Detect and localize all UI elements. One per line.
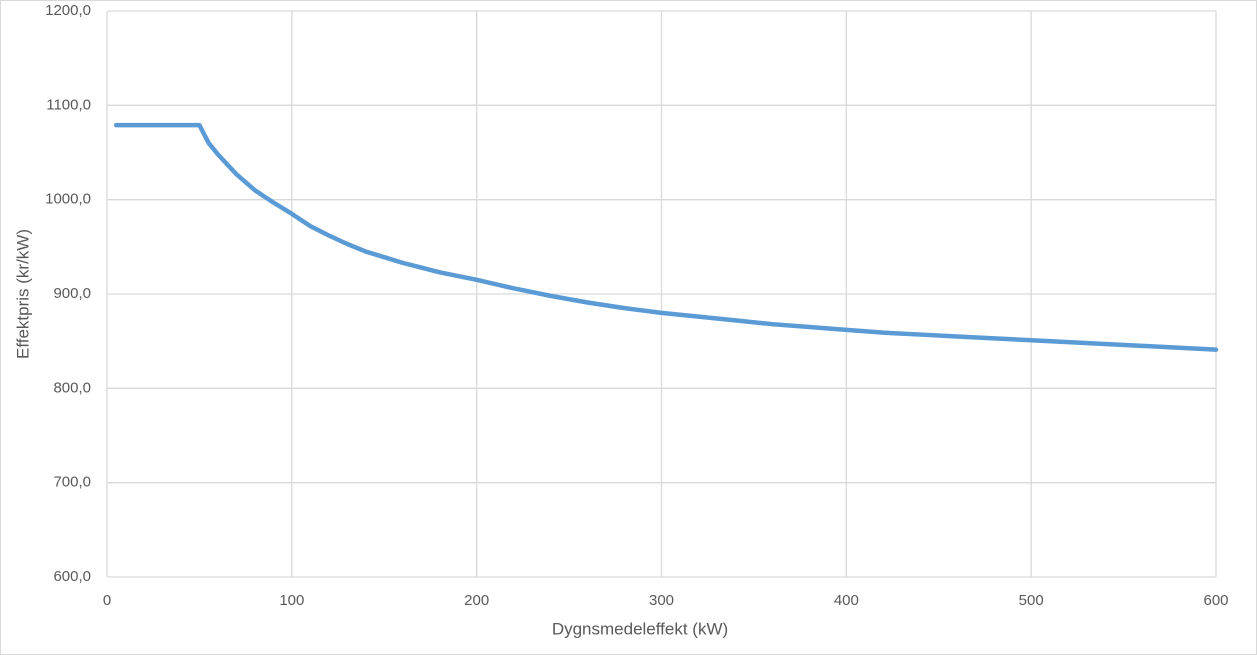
y-tick-label: 1100,0 (46, 96, 91, 113)
y-tick-label: 1000,0 (45, 191, 91, 208)
x-tick-label: 100 (279, 592, 304, 609)
y-tick-label: 900,0 (53, 285, 91, 302)
x-tick-label: 600 (1203, 592, 1228, 609)
x-tick-label: 500 (1019, 592, 1044, 609)
x-tick-label: 200 (464, 592, 489, 609)
y-tick-label: 700,0 (53, 474, 91, 491)
x-axis-title: Dygnsmedeleffekt (kW) (552, 619, 728, 638)
y-tick-label: 800,0 (53, 379, 91, 396)
x-tick-label: 0 (103, 592, 111, 609)
data-line (113, 122, 1219, 352)
x-tick-label: 300 (649, 592, 674, 609)
y-axis-title: Effektpris (kr/kW) (13, 229, 32, 359)
y-tick-label: 1200,0 (45, 2, 91, 19)
x-tick-label: 400 (834, 592, 859, 609)
y-tick-label: 600,0 (53, 568, 91, 585)
